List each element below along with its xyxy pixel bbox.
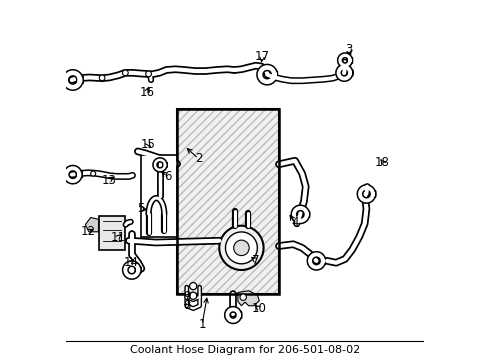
Text: 10: 10: [252, 302, 267, 315]
Text: 9: 9: [183, 289, 191, 303]
Text: 5: 5: [137, 202, 144, 215]
Text: 7: 7: [252, 254, 260, 267]
Text: 3: 3: [345, 43, 352, 56]
Circle shape: [122, 70, 128, 76]
Text: 16: 16: [139, 86, 154, 99]
Text: 4: 4: [291, 216, 299, 229]
Circle shape: [225, 232, 257, 264]
Bar: [98, 216, 125, 249]
Bar: [177, 109, 279, 294]
Circle shape: [91, 171, 96, 176]
Circle shape: [190, 283, 197, 290]
Text: 14: 14: [124, 256, 139, 269]
Bar: [142, 155, 177, 237]
Circle shape: [190, 292, 197, 299]
Text: 11: 11: [111, 231, 126, 244]
Bar: [177, 109, 279, 294]
Circle shape: [234, 240, 249, 256]
Bar: [177, 109, 279, 294]
Text: 12: 12: [80, 225, 96, 238]
Circle shape: [240, 294, 246, 300]
Polygon shape: [85, 217, 98, 232]
Circle shape: [220, 226, 264, 270]
Polygon shape: [238, 291, 259, 306]
Text: 18: 18: [375, 156, 390, 168]
Text: 15: 15: [141, 138, 156, 151]
Text: 17: 17: [255, 50, 270, 63]
Text: 1: 1: [198, 318, 206, 331]
Text: 8: 8: [183, 299, 191, 312]
Circle shape: [99, 75, 105, 81]
Circle shape: [146, 71, 151, 77]
Text: 6: 6: [164, 170, 171, 183]
Text: 13: 13: [102, 174, 117, 186]
Text: Coolant Hose Diagram for 206-501-08-02: Coolant Hose Diagram for 206-501-08-02: [130, 345, 360, 355]
Text: 2: 2: [195, 152, 202, 165]
